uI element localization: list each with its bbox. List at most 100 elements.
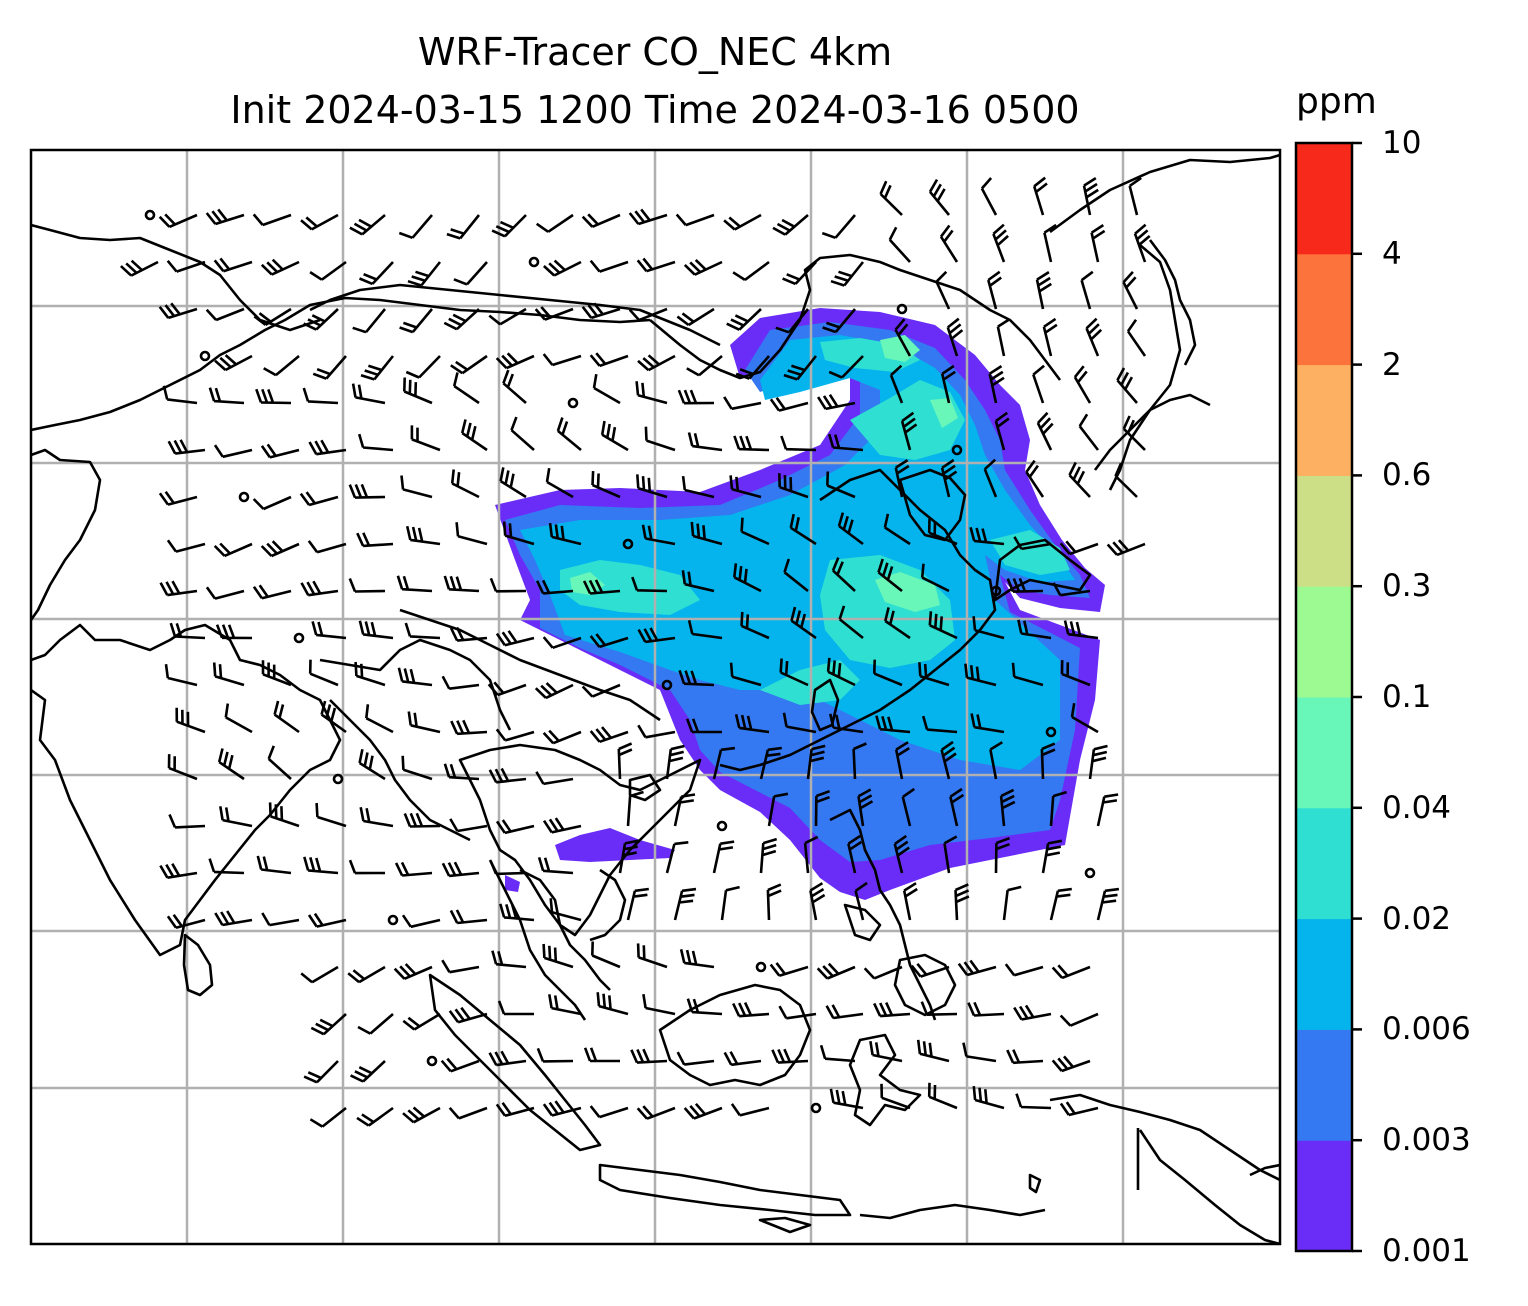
wind-barb	[946, 317, 964, 357]
wind-barb	[969, 526, 1005, 546]
wind-barb	[987, 270, 1002, 310]
wind-barb	[446, 214, 481, 240]
wind-barb	[720, 885, 740, 921]
wind-barb	[678, 669, 715, 687]
colorbar-segment	[1296, 918, 1352, 1030]
wind-barb	[685, 718, 723, 734]
wind-barb	[940, 364, 956, 404]
wind-barb	[224, 703, 253, 734]
wind-barb	[927, 518, 958, 546]
wind-barb	[817, 394, 856, 411]
wind-barb-calm	[810, 1102, 822, 1114]
wind-barb	[1006, 577, 1044, 593]
wind-barb	[921, 715, 958, 734]
wind-barb	[311, 621, 347, 640]
wind-barb	[502, 369, 527, 404]
wind-barb	[273, 700, 300, 734]
wind-barb	[542, 943, 574, 969]
wind-barb	[260, 540, 300, 558]
wind-barb	[252, 495, 292, 511]
wind-barb	[399, 308, 433, 334]
wind-barb	[829, 713, 864, 734]
wind-barb	[1004, 963, 1044, 977]
wind-barb	[356, 532, 394, 548]
wind-barb	[589, 259, 629, 273]
wind-barb	[1032, 176, 1048, 216]
wind-barb	[1040, 742, 1056, 780]
wind-barb	[636, 943, 668, 969]
wind-barb-calm	[332, 773, 344, 785]
border-russia-east	[1049, 153, 1280, 234]
plume-level-4e	[990, 530, 1070, 575]
wind-barb	[400, 475, 433, 499]
wind-barb	[308, 659, 339, 687]
border-myanmar	[329, 699, 471, 842]
wind-barb	[407, 711, 441, 734]
wind-barb	[636, 257, 676, 273]
wind-barb	[730, 1103, 770, 1117]
wind-barb	[673, 887, 697, 921]
colorbar-tick-label: 4	[1382, 235, 1402, 272]
wind-barb-calm	[755, 961, 767, 973]
wind-barb	[683, 258, 723, 276]
wind-barb	[1090, 224, 1106, 263]
wind-barb	[166, 259, 206, 273]
wind-barb	[592, 373, 621, 405]
wind-barb	[449, 818, 488, 833]
wind-barb	[780, 435, 817, 452]
colorbar-tick-label: 0.003	[1382, 1122, 1471, 1159]
wind-barb	[1013, 536, 1052, 551]
wind-barb	[1059, 1101, 1099, 1117]
wind-barb	[299, 491, 339, 507]
wind-barb	[219, 806, 253, 828]
wind-barb	[1059, 540, 1099, 556]
wind-barb	[838, 605, 864, 640]
wind-barb	[789, 513, 817, 546]
wind-barb	[589, 726, 629, 744]
wind-barb	[928, 611, 958, 640]
wind-barb	[967, 1001, 1005, 1017]
wind-barb	[626, 790, 644, 827]
wind-barb	[581, 213, 621, 228]
colorbar-tick-label: 0.006	[1382, 1011, 1471, 1048]
wind-barb	[740, 517, 770, 546]
wind-barb	[631, 576, 668, 593]
wind-barb	[683, 1102, 723, 1120]
wind-barb	[159, 580, 198, 597]
colorbar-tick-label: 0.6	[1382, 457, 1432, 494]
wind-barb	[449, 909, 488, 925]
wind-barb	[489, 860, 527, 876]
wind-barb	[940, 740, 957, 780]
wind-barb	[487, 681, 527, 697]
coast-new-guinea-s	[1138, 1129, 1280, 1244]
wind-barb	[618, 839, 639, 874]
wind-barb	[312, 355, 347, 380]
coast-india-west	[31, 623, 342, 957]
border-china-north	[649, 253, 1062, 381]
wind-barb-calm	[951, 444, 963, 456]
wind-barb	[827, 433, 864, 452]
wind-barb	[261, 912, 300, 927]
wind-barb	[1126, 319, 1147, 357]
wind-barb-calm	[426, 1055, 438, 1067]
wind-barb	[635, 381, 668, 405]
wind-barb	[404, 622, 441, 640]
wind-barb	[591, 941, 621, 969]
wind-barb	[268, 802, 300, 828]
wind-barb	[214, 354, 253, 372]
wind-barb	[534, 682, 574, 700]
wind-barb	[1049, 790, 1067, 827]
wind-barb	[535, 213, 574, 233]
wind-barb	[1042, 317, 1058, 357]
wind-barb	[769, 396, 809, 412]
wind-barb	[830, 261, 865, 287]
chart-title-line2: Init 2024-03-15 1200 Time 2024-03-16 050…	[230, 88, 1080, 132]
wind-barb	[900, 411, 918, 451]
colorbar-tick-label: 0.001	[1382, 1233, 1471, 1269]
wind-barb	[166, 539, 206, 553]
wind-barb	[358, 620, 394, 640]
wind-barb	[901, 787, 916, 827]
wind-barb-calm	[293, 632, 305, 644]
wind-barb	[398, 214, 433, 240]
